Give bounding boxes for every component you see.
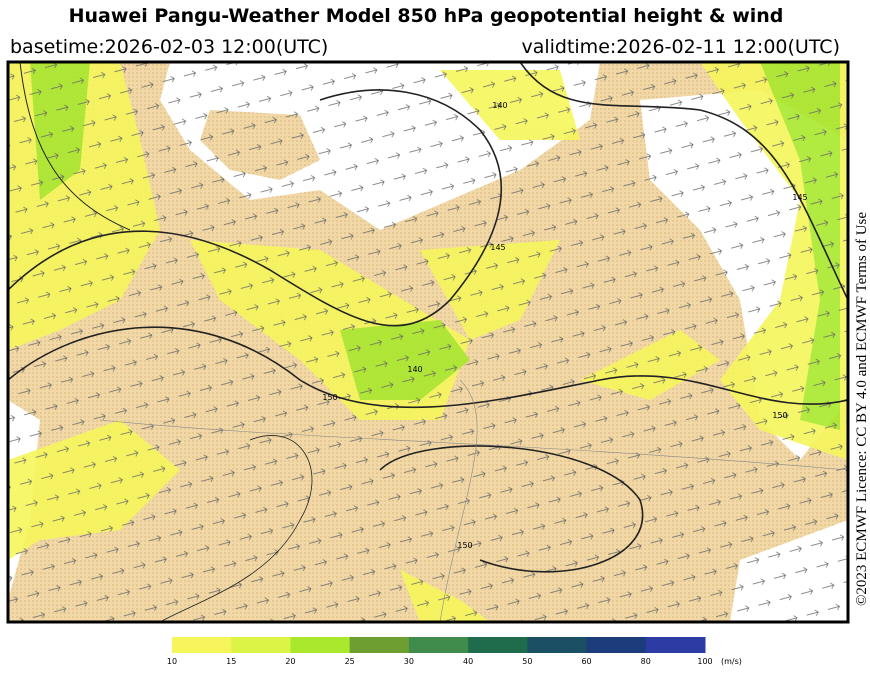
colorbar-unit: (m/s) (721, 657, 742, 666)
wind-vectors (8, 62, 848, 622)
basetime: basetime:2026-02-03 12:00(UTC) (10, 36, 328, 58)
contours (8, 62, 848, 622)
contour-label: 150 (322, 393, 337, 402)
contour-label: 145 (490, 243, 505, 252)
colorbar-tick-label: 20 (285, 657, 295, 666)
map: 150 140 145 140 150 150 145 (8, 62, 848, 622)
colorbar-tick-label: 25 (345, 657, 355, 666)
title: Huawei Pangu-Weather Model 850 hPa geopo… (69, 5, 784, 27)
colorbar-tick-label: 80 (641, 657, 651, 666)
colorbar-tick-label: 10 (167, 657, 177, 666)
colorbar-tick-label: 50 (522, 657, 532, 666)
colorbar-segment (586, 637, 647, 653)
contour-label: 145 (792, 193, 807, 202)
colorbar-tick-label: 15 (226, 657, 236, 666)
colorbar-tick-label: 40 (463, 657, 473, 666)
colorbar-segment (645, 637, 706, 653)
colorbar-segment (468, 637, 528, 653)
colorbar: 10 15 20 25 30 40 50 60 80 100 (167, 637, 713, 666)
contour-label: 150 (772, 411, 787, 420)
contour-label: 140 (407, 365, 422, 374)
colorbar-tick-label: 60 (581, 657, 591, 666)
colorbar-tick-label: 100 (697, 657, 712, 666)
contour-labels: 150 140 145 140 150 150 145 (322, 101, 807, 550)
colorbar-segment (408, 637, 469, 653)
contour-label: 140 (492, 101, 507, 110)
license: ©2023 ECMWF Licence: CC BY 4.0 and ECMWF… (854, 212, 870, 606)
validtime: validtime:2026-02-11 12:00(UTC) (521, 36, 840, 58)
colorbar-tick-label: 30 (404, 657, 414, 666)
map-frame (6, 60, 850, 624)
colorbar-segment (290, 637, 351, 653)
colorbar-segment (349, 637, 410, 653)
colorbar-segment (172, 637, 232, 653)
colorbar-segment (527, 637, 588, 653)
colorbar-segment (231, 637, 291, 653)
contour-label: 150 (457, 541, 472, 550)
